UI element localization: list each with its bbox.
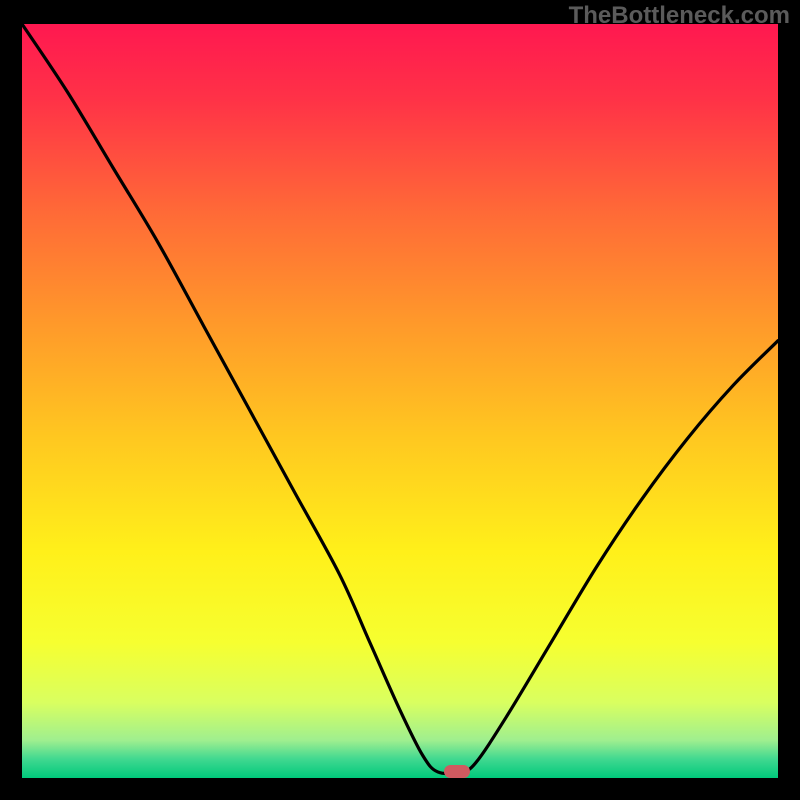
bottleneck-curve bbox=[22, 24, 778, 774]
chart-root: TheBottleneck.com bbox=[0, 0, 800, 800]
watermark-text: TheBottleneck.com bbox=[569, 2, 790, 30]
curve-layer bbox=[22, 24, 778, 778]
min-marker bbox=[444, 765, 470, 778]
watermark-label: TheBottleneck.com bbox=[569, 2, 790, 29]
plot-area bbox=[22, 24, 778, 778]
